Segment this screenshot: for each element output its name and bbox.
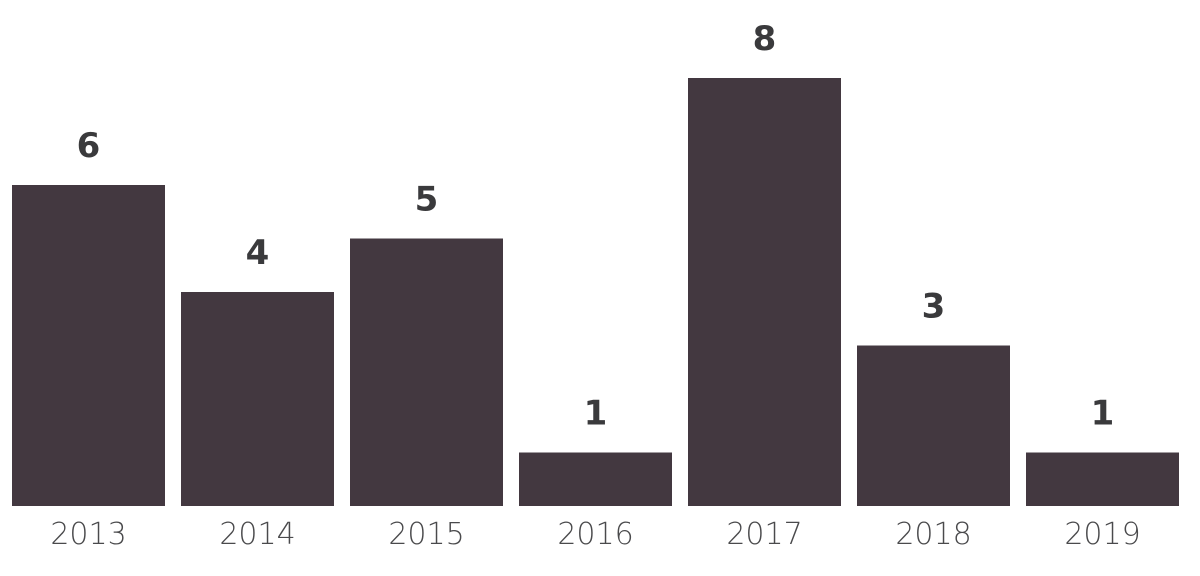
bar-2016 (519, 452, 672, 506)
x-tick-label-2016: 2016 (557, 517, 633, 552)
x-tick-label-2018: 2018 (895, 517, 971, 552)
x-tick-label-2019: 2019 (1064, 517, 1140, 552)
bar-2017 (688, 78, 841, 506)
x-tick-label-2017: 2017 (726, 517, 802, 552)
x-tick-label-2014: 2014 (219, 517, 295, 552)
data-label-2018: 3 (922, 287, 946, 327)
bar-2019 (1026, 452, 1179, 506)
data-label-2016: 1 (584, 394, 608, 434)
x-tick-label-2015: 2015 (388, 517, 464, 552)
bar-2015 (350, 238, 503, 506)
bar-2014 (181, 292, 334, 506)
data-label-2015: 5 (415, 180, 439, 220)
bar-2018 (857, 345, 1010, 506)
x-tick-label-2013: 2013 (50, 517, 126, 552)
data-label-2019: 1 (1091, 394, 1115, 434)
data-label-2017: 8 (753, 19, 777, 59)
bar-2013 (12, 185, 165, 506)
data-label-2014: 4 (246, 233, 270, 273)
data-label-2013: 6 (77, 126, 101, 166)
